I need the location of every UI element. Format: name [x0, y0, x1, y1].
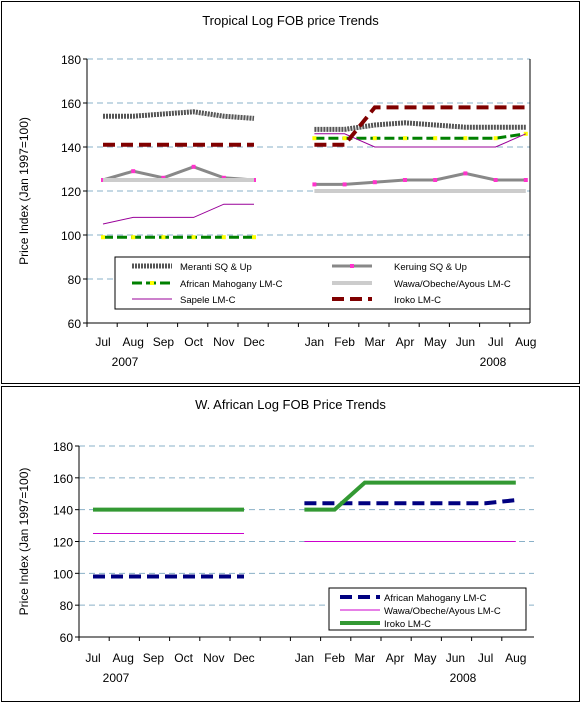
legend-label: Iroko LM-C [394, 295, 441, 306]
x-tick-label: Dec [233, 651, 254, 665]
legend-label: Meranti SQ & Up [180, 262, 252, 273]
x-tick-label: Nov [213, 335, 234, 349]
x-tick-label: Nov [203, 651, 224, 665]
data-point [403, 136, 407, 141]
data-point [312, 136, 317, 141]
data-point [463, 171, 468, 176]
data-point [493, 178, 498, 182]
chart-title: Tropical Log FOB price Trends [202, 13, 379, 28]
x-tick-label: Sep [153, 335, 175, 349]
legend-label: Iroko LM-C [384, 619, 431, 630]
legend-marker [350, 264, 354, 268]
series-line [314, 105, 526, 147]
y-tick-label: 120 [53, 536, 73, 550]
data-point [252, 235, 256, 240]
data-point [523, 178, 528, 182]
x-tick-label: Aug [123, 335, 144, 349]
x-tick-label: Aug [505, 651, 526, 665]
x-tick-label: Aug [113, 651, 134, 665]
data-point [463, 136, 468, 141]
x-tick-label: Aug [515, 335, 536, 349]
year-label: 2007 [103, 671, 130, 685]
x-tick-label: May [414, 651, 437, 665]
x-tick-label: Apr [386, 651, 405, 665]
y-tick-label: 80 [60, 599, 74, 613]
y-tick-label: 120 [61, 185, 81, 199]
tropical-chart: 60 80 100 120 140 160 180 Jul Aug Sep Oct Nov Dec Jan… [17, 53, 536, 369]
y-tick-label: 160 [61, 97, 81, 111]
series-line [314, 120, 526, 132]
y-tick-label: 180 [53, 440, 73, 454]
x-tick-label: May [424, 335, 447, 349]
data-point [131, 235, 136, 240]
x-tick-label: Jul [95, 335, 110, 349]
series-line [304, 480, 516, 512]
x-tick-label: Jan [305, 335, 324, 349]
series-line [314, 171, 526, 186]
chart-title: W. African Log FOB Price Trends [195, 397, 386, 412]
x-tick-label: Jul [488, 335, 503, 349]
y-tick-label: 60 [60, 631, 74, 645]
series-line [304, 498, 517, 506]
x-tick-label: Jul [85, 651, 100, 665]
data-point [191, 164, 196, 169]
data-point [342, 182, 347, 187]
x-tick-label: Dec [243, 335, 264, 349]
x-tick-label: Mar [354, 651, 375, 665]
data-point [161, 235, 166, 240]
data-point [433, 136, 438, 141]
legend-label: Wawa/Obeche/Ayous LM-C [384, 606, 501, 617]
series-line [314, 133, 527, 148]
y-tick-label: 140 [61, 141, 81, 155]
legend-label: African Mahogany LM-C [384, 593, 487, 604]
year-label: 2008 [450, 671, 477, 685]
x-tick-label: Jan [295, 651, 314, 665]
x-tick-label: Jun [456, 335, 475, 349]
y-tick-label: 140 [53, 504, 73, 518]
y-tick-label: 100 [61, 229, 81, 243]
year-label: 2007 [112, 355, 139, 369]
data-point [372, 136, 377, 141]
series-line [103, 109, 255, 121]
data-point [493, 136, 498, 141]
x-tick-label: Oct [174, 651, 193, 665]
y-tick-label: 60 [68, 317, 82, 331]
x-tick-label: Apr [396, 335, 415, 349]
series-line [102, 203, 254, 225]
data-point [161, 175, 166, 180]
legend-label: African Mahogany LM-C [180, 279, 283, 290]
data-point [403, 178, 407, 182]
x-tick-label: Sep [143, 651, 165, 665]
y-tick-label: 80 [68, 273, 82, 287]
year-label: 2008 [480, 355, 507, 369]
west-african-chart: 60 80 100 120 140 160 180 Jul Aug Sep Oct Nov Dec Jan… [17, 440, 534, 685]
data-point [221, 235, 226, 240]
y-axis-label: Price Index (Jan 1997=100) [17, 468, 31, 616]
legend-label: Wawa/Obeche/Ayous LM-C [394, 279, 511, 290]
legend-marker [150, 281, 154, 285]
legend-box [114, 256, 531, 310]
data-point [312, 182, 317, 187]
data-point [372, 180, 377, 185]
data-point [131, 169, 136, 174]
legend-label: Sapele LM-C [180, 295, 236, 306]
x-tick-label: Feb [324, 651, 345, 665]
y-tick-label: 180 [61, 53, 81, 67]
x-tick-label: Jul [478, 651, 493, 665]
x-tick-label: Oct [184, 335, 203, 349]
legend-label: Keruing SQ & Up [394, 262, 467, 273]
x-tick-label: Jun [446, 651, 465, 665]
west-african-chart-panel: W. African Log FOB Price Trends 60 80 100 1… [1, 386, 580, 702]
tropical-chart-panel: Tropical Log FOB price Trends 60 80 100 120… [1, 1, 580, 384]
data-point [191, 235, 196, 240]
data-point [433, 178, 438, 182]
data-point [221, 175, 226, 180]
x-tick-label: Feb [334, 335, 355, 349]
data-point [342, 136, 347, 141]
data-point [101, 235, 105, 240]
y-tick-label: 160 [53, 472, 73, 486]
y-tick-label: 100 [53, 567, 73, 581]
x-tick-label: Mar [364, 335, 385, 349]
y-axis-label: Price Index (Jan 1997=100) [17, 117, 31, 265]
